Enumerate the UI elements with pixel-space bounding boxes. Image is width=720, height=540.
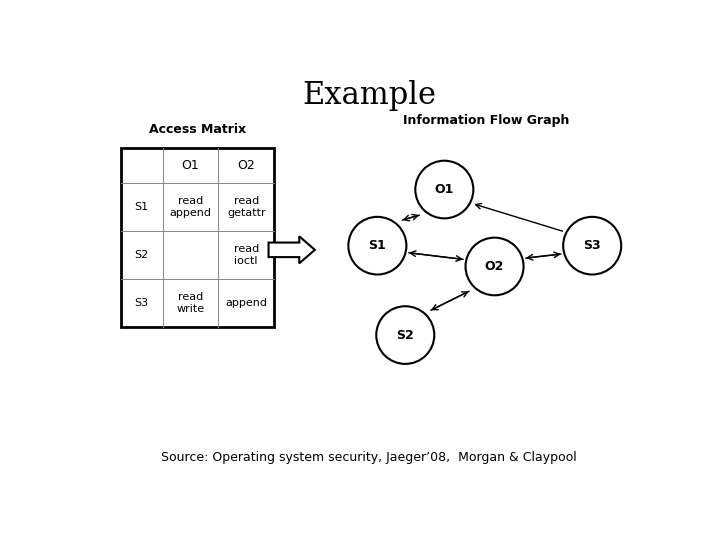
Text: Access Matrix: Access Matrix	[149, 123, 246, 136]
Text: S2: S2	[397, 328, 414, 342]
Polygon shape	[269, 237, 315, 264]
Text: read
write: read write	[176, 292, 204, 314]
Text: Information Flow Graph: Information Flow Graph	[403, 114, 570, 127]
Text: O2: O2	[238, 159, 255, 172]
Ellipse shape	[466, 238, 523, 295]
Text: read
getattr: read getattr	[227, 197, 266, 218]
Ellipse shape	[415, 161, 473, 218]
Text: O1: O1	[435, 183, 454, 196]
Text: S3: S3	[135, 298, 148, 308]
Bar	[121, 148, 274, 327]
Text: read
append: read append	[169, 197, 212, 218]
Text: S2: S2	[135, 250, 149, 260]
Text: O1: O1	[181, 159, 199, 172]
Text: O2: O2	[485, 260, 504, 273]
Text: Source: Operating system security, Jaeger’08,  Morgan & Claypool: Source: Operating system security, Jaege…	[161, 451, 577, 464]
Text: read
ioctl: read ioctl	[233, 244, 259, 266]
Text: S1: S1	[369, 239, 386, 252]
Ellipse shape	[348, 217, 406, 274]
Text: S3: S3	[583, 239, 601, 252]
Text: Example: Example	[302, 80, 436, 111]
Ellipse shape	[563, 217, 621, 274]
Text: append: append	[225, 298, 267, 308]
Text: S1: S1	[135, 202, 148, 212]
Ellipse shape	[377, 306, 434, 364]
